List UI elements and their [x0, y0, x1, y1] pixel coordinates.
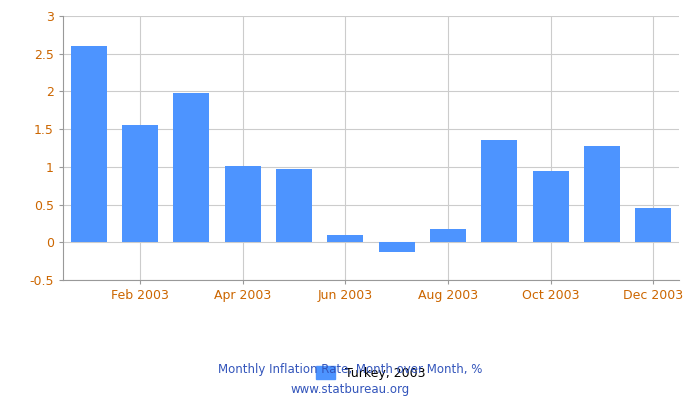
Text: www.statbureau.org: www.statbureau.org [290, 384, 410, 396]
Bar [225, 166, 260, 242]
Text: Monthly Inflation Rate, Month over Month, %: Monthly Inflation Rate, Month over Month… [218, 364, 482, 376]
Bar [430, 229, 466, 242]
Bar [276, 169, 312, 242]
Legend: Turkey, 2003: Turkey, 2003 [312, 361, 430, 385]
Bar [584, 146, 620, 242]
Bar [174, 93, 209, 242]
Bar [122, 125, 158, 242]
Bar [636, 208, 671, 242]
Bar [533, 171, 568, 242]
Bar [71, 46, 106, 242]
Bar [328, 236, 363, 242]
Bar [379, 242, 414, 252]
Bar [482, 140, 517, 242]
